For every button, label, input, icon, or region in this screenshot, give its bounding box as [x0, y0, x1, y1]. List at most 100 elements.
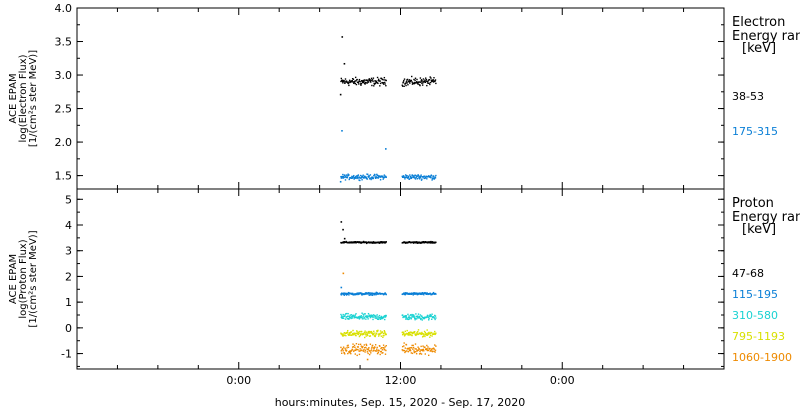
- data-point: [377, 318, 380, 321]
- data-point: [366, 315, 368, 317]
- legend-title: Energy range: [732, 29, 800, 44]
- data-point: [365, 176, 367, 179]
- data-point: [381, 78, 384, 81]
- data-point: [373, 330, 375, 333]
- data-point: [407, 242, 409, 244]
- data-point: [348, 178, 350, 181]
- data-point: [415, 176, 417, 179]
- data-point: [417, 83, 419, 85]
- data-point: [430, 350, 432, 352]
- data-point: [424, 333, 427, 336]
- data-point: [341, 317, 344, 319]
- data-point: [367, 173, 369, 176]
- data-point: [378, 349, 380, 352]
- data-point: [352, 293, 355, 295]
- data-point: [432, 291, 435, 294]
- series-1060-1900: [340, 272, 437, 361]
- data-point: [403, 342, 405, 344]
- data-point: [406, 333, 409, 335]
- data-point: [407, 347, 409, 350]
- data-point: [418, 84, 421, 86]
- data-point: [372, 80, 374, 83]
- data-point: [353, 349, 355, 351]
- data-point: [342, 293, 344, 296]
- data-point: [404, 174, 407, 176]
- data-point: [407, 333, 410, 335]
- data-point: [359, 81, 361, 83]
- data-point: [385, 315, 387, 317]
- data-point: [361, 346, 364, 349]
- data-point: [343, 237, 346, 240]
- data-point: [379, 85, 381, 87]
- data-point: [349, 334, 351, 336]
- data-point: [361, 294, 364, 296]
- data-point: [429, 83, 431, 86]
- data-point: [348, 315, 350, 317]
- data-point: [367, 318, 369, 320]
- data-point: [402, 81, 405, 83]
- data-point: [364, 175, 366, 177]
- data-point: [407, 175, 410, 178]
- data-point: [341, 176, 344, 178]
- data-point: [424, 176, 427, 179]
- data-point: [423, 175, 425, 178]
- data-point: [376, 173, 378, 176]
- data-point: [429, 76, 431, 78]
- data-point: [361, 349, 363, 351]
- data-point: [351, 315, 353, 318]
- data-point: [402, 331, 404, 333]
- data-point: [407, 80, 410, 82]
- y-tick-label: 1: [65, 296, 72, 309]
- data-point: [354, 316, 356, 318]
- data-point: [429, 242, 431, 244]
- data-point: [414, 348, 416, 350]
- data-point: [434, 80, 436, 82]
- data-point: [430, 240, 432, 243]
- data-point: [373, 85, 375, 87]
- data-point: [342, 175, 345, 178]
- data-point: [371, 346, 373, 349]
- data-point: [370, 315, 372, 318]
- data-point: [381, 349, 384, 351]
- data-point: [376, 82, 378, 84]
- data-point: [385, 333, 387, 336]
- data-point: [347, 82, 350, 85]
- data-point: [377, 329, 379, 332]
- data-point: [371, 316, 373, 318]
- data-point: [421, 82, 423, 85]
- data-point: [423, 333, 425, 335]
- data-point: [346, 316, 348, 318]
- data-point: [375, 350, 378, 352]
- data-point: [372, 177, 375, 180]
- data-point: [418, 316, 420, 319]
- data-point: [426, 84, 428, 87]
- data-point: [377, 351, 380, 354]
- data-point: [406, 175, 408, 177]
- data-point: [370, 331, 372, 333]
- data-point: [361, 80, 363, 83]
- data-point: [404, 242, 407, 244]
- data-point: [428, 333, 431, 335]
- data-point: [351, 333, 354, 335]
- data-point: [381, 176, 383, 178]
- data-point: [354, 346, 356, 349]
- data-point: [431, 331, 433, 334]
- data-point: [353, 174, 355, 177]
- data-point: [346, 347, 348, 349]
- data-point: [383, 316, 385, 318]
- data-point: [362, 345, 364, 348]
- data-point: [355, 348, 357, 350]
- data-point: [371, 333, 374, 336]
- data-point: [426, 333, 428, 335]
- data-point: [360, 176, 363, 179]
- data-point: [415, 348, 417, 350]
- data-point: [354, 332, 356, 335]
- data-point: [342, 242, 344, 244]
- data-point: [346, 318, 349, 320]
- data-point: [356, 176, 359, 178]
- data-point: [360, 292, 363, 295]
- data-point: [350, 352, 352, 355]
- data-point: [346, 345, 349, 347]
- data-point: [382, 336, 384, 338]
- data-point: [434, 79, 437, 81]
